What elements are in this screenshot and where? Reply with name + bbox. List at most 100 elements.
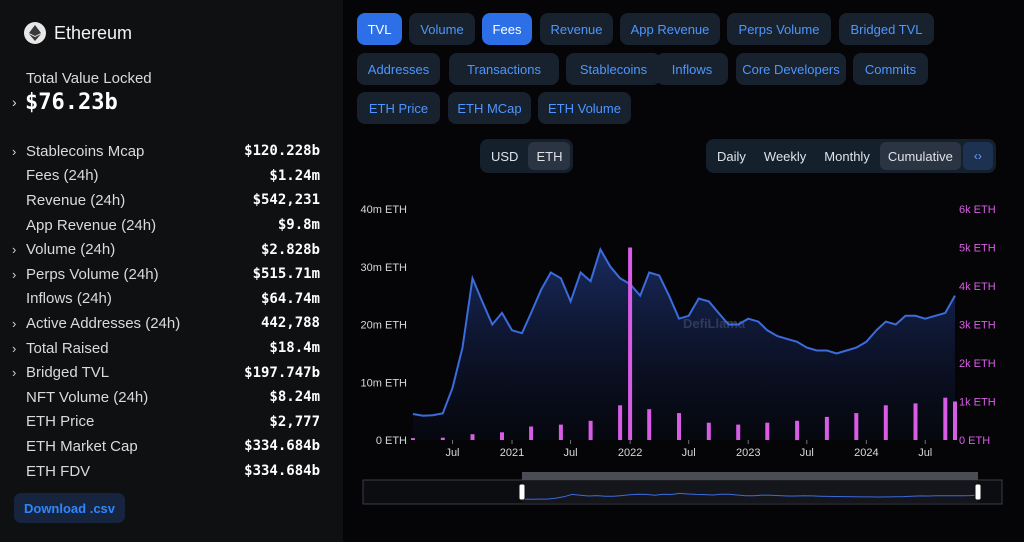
stat-label: Perps Volume (24h)	[26, 265, 159, 283]
chevron-right-icon[interactable]: ›	[12, 266, 17, 282]
fees-bar	[647, 409, 652, 440]
tab-eth-mcap[interactable]: ETH MCap	[448, 92, 531, 124]
left-axis-tick-label: 30m ETH	[361, 262, 408, 274]
stat-label: Volume (24h)	[26, 241, 116, 259]
tab-revenue[interactable]: Revenue	[540, 13, 613, 45]
right-axis-tick-label: 5k ETH	[959, 243, 996, 255]
range-slider-bar[interactable]	[522, 472, 978, 480]
fees-bar	[736, 424, 741, 440]
main-panel: TVL Volume Fees Revenue App Revenue Perps Vol…	[343, 0, 1024, 542]
stat-label: Inflows (24h)	[26, 290, 112, 308]
tab-commits[interactable]: Commits	[853, 53, 928, 85]
tab-stablecoins[interactable]: Stablecoins	[566, 53, 661, 85]
range-slider-window[interactable]	[522, 480, 978, 504]
left-axis-tick-label: 0 ETH	[376, 435, 407, 447]
tab-core-developers[interactable]: Core Developers	[736, 53, 846, 85]
fees-bar	[913, 403, 918, 440]
tab-volume[interactable]: Volume	[409, 13, 475, 45]
chain-header: Ethereum	[24, 22, 132, 44]
tab-tvl[interactable]: TVL	[357, 13, 402, 45]
right-axis-tick-label: 1k ETH	[959, 397, 996, 409]
fees-bar	[500, 432, 504, 440]
stat-value: $334.684b	[244, 463, 320, 480]
stat-row: ETH Price $2,777	[12, 410, 324, 435]
option-weekly[interactable]: Weekly	[763, 148, 807, 164]
tab-transactions[interactable]: Transactions	[449, 53, 559, 85]
option-daily[interactable]: Daily	[717, 148, 746, 164]
option-usd[interactable]: USD	[491, 148, 519, 164]
left-axis-tick-label: 20m ETH	[361, 320, 408, 332]
tab-perps-volume[interactable]: Perps Volume	[727, 13, 831, 45]
stat-value: $18.4m	[269, 340, 320, 357]
stat-row: NFT Volume (24h) $8.24m	[12, 385, 324, 410]
stat-value: $542,231	[252, 192, 320, 209]
left-axis-tick-label: 40m ETH	[361, 204, 408, 216]
option-monthly[interactable]: Monthly	[824, 148, 870, 164]
stat-row[interactable]: › Total Raised $18.4m	[12, 336, 324, 361]
tab-inflows[interactable]: Inflows	[656, 53, 728, 85]
stat-value: $197.747b	[244, 364, 320, 381]
x-axis-tick-label: 2021	[500, 447, 524, 459]
fees-bar	[795, 420, 800, 441]
x-axis-tick-label: 2023	[736, 447, 760, 459]
chevron-right-icon[interactable]: ›	[12, 365, 17, 381]
option-cumulative[interactable]: Cumulative	[879, 142, 961, 170]
right-axis-tick-label: 2k ETH	[959, 358, 996, 370]
stats-list: › Stablecoins Mcap $120.228b Fees (24h) $1.2…	[12, 139, 324, 483]
range-handle-right[interactable]	[974, 483, 982, 501]
tab-addresses[interactable]: Addresses	[357, 53, 440, 85]
stat-label: NFT Volume (24h)	[26, 388, 149, 406]
fees-bar	[628, 247, 633, 440]
tab-bridged-tvl[interactable]: Bridged TVL	[839, 13, 934, 45]
x-axis-tick-label: Jul	[800, 447, 814, 459]
stat-row[interactable]: › Active Addresses (24h) 442,788	[12, 311, 324, 336]
tvl-line	[412, 246, 956, 417]
fees-bar	[440, 437, 445, 440]
chevron-right-icon[interactable]: ›	[12, 242, 17, 258]
stat-row[interactable]: › Volume (24h) $2.828b	[12, 237, 324, 262]
download-csv-button[interactable]: Download .csv	[14, 493, 125, 523]
stat-value: 442,788	[260, 315, 320, 332]
fees-bar	[854, 413, 859, 440]
range-handle-left[interactable]	[518, 483, 526, 501]
stat-value: $2,777	[269, 413, 320, 430]
tvl-chevron-right-icon[interactable]: ›	[12, 94, 17, 110]
stat-label: ETH Market Cap	[26, 437, 138, 455]
stat-row[interactable]: › Stablecoins Mcap $120.228b	[12, 139, 324, 164]
option-eth[interactable]: ETH	[528, 142, 571, 170]
tab-app-revenue[interactable]: App Revenue	[620, 13, 720, 45]
chevron-right-icon[interactable]: ›	[12, 315, 17, 331]
stat-value: $515.71m	[252, 266, 320, 283]
stat-row[interactable]: › Perps Volume (24h) $515.71m	[12, 262, 324, 287]
stat-label: Bridged TVL	[26, 364, 110, 382]
tab-eth-price[interactable]: ETH Price	[357, 92, 440, 124]
stat-row[interactable]: › Bridged TVL $197.747b	[12, 360, 324, 385]
chevron-right-icon[interactable]: ›	[12, 340, 17, 356]
period-toggle: Daily Weekly Monthly Cumulative ‹›	[706, 139, 996, 173]
fees-bar	[529, 426, 534, 440]
stat-row: Inflows (24h) $64.74m	[12, 287, 324, 312]
stat-value: $2.828b	[260, 241, 320, 258]
right-axis-tick-label: 6k ETH	[959, 204, 996, 216]
stat-value: $1.24m	[269, 167, 320, 184]
fees-bar	[824, 416, 829, 440]
chevron-right-icon[interactable]: ›	[12, 143, 17, 159]
fees-bar	[953, 401, 957, 440]
x-axis-tick-label: 2022	[618, 447, 642, 459]
code-icon[interactable]: ‹›	[962, 142, 993, 170]
stat-label: App Revenue (24h)	[26, 216, 157, 234]
x-axis-tick-label: Jul	[564, 447, 578, 459]
stat-value: $9.8m	[277, 217, 320, 234]
fees-bar	[411, 438, 415, 440]
stat-label: Revenue (24h)	[26, 191, 126, 209]
stat-value: $120.228b	[244, 143, 320, 160]
stat-label: Total Raised	[26, 339, 109, 357]
tab-eth-volume[interactable]: ETH Volume	[538, 92, 631, 124]
fees-bar	[943, 397, 948, 440]
chain-sidebar: Ethereum Total Value Locked › $76.23b › S…	[0, 0, 343, 542]
tab-fees[interactable]: Fees	[482, 13, 532, 45]
stat-label: ETH FDV	[26, 462, 91, 480]
stat-label: Fees (24h)	[26, 167, 99, 185]
chain-name: Ethereum	[54, 22, 133, 43]
stat-row: App Revenue (24h) $9.8m	[12, 213, 324, 238]
